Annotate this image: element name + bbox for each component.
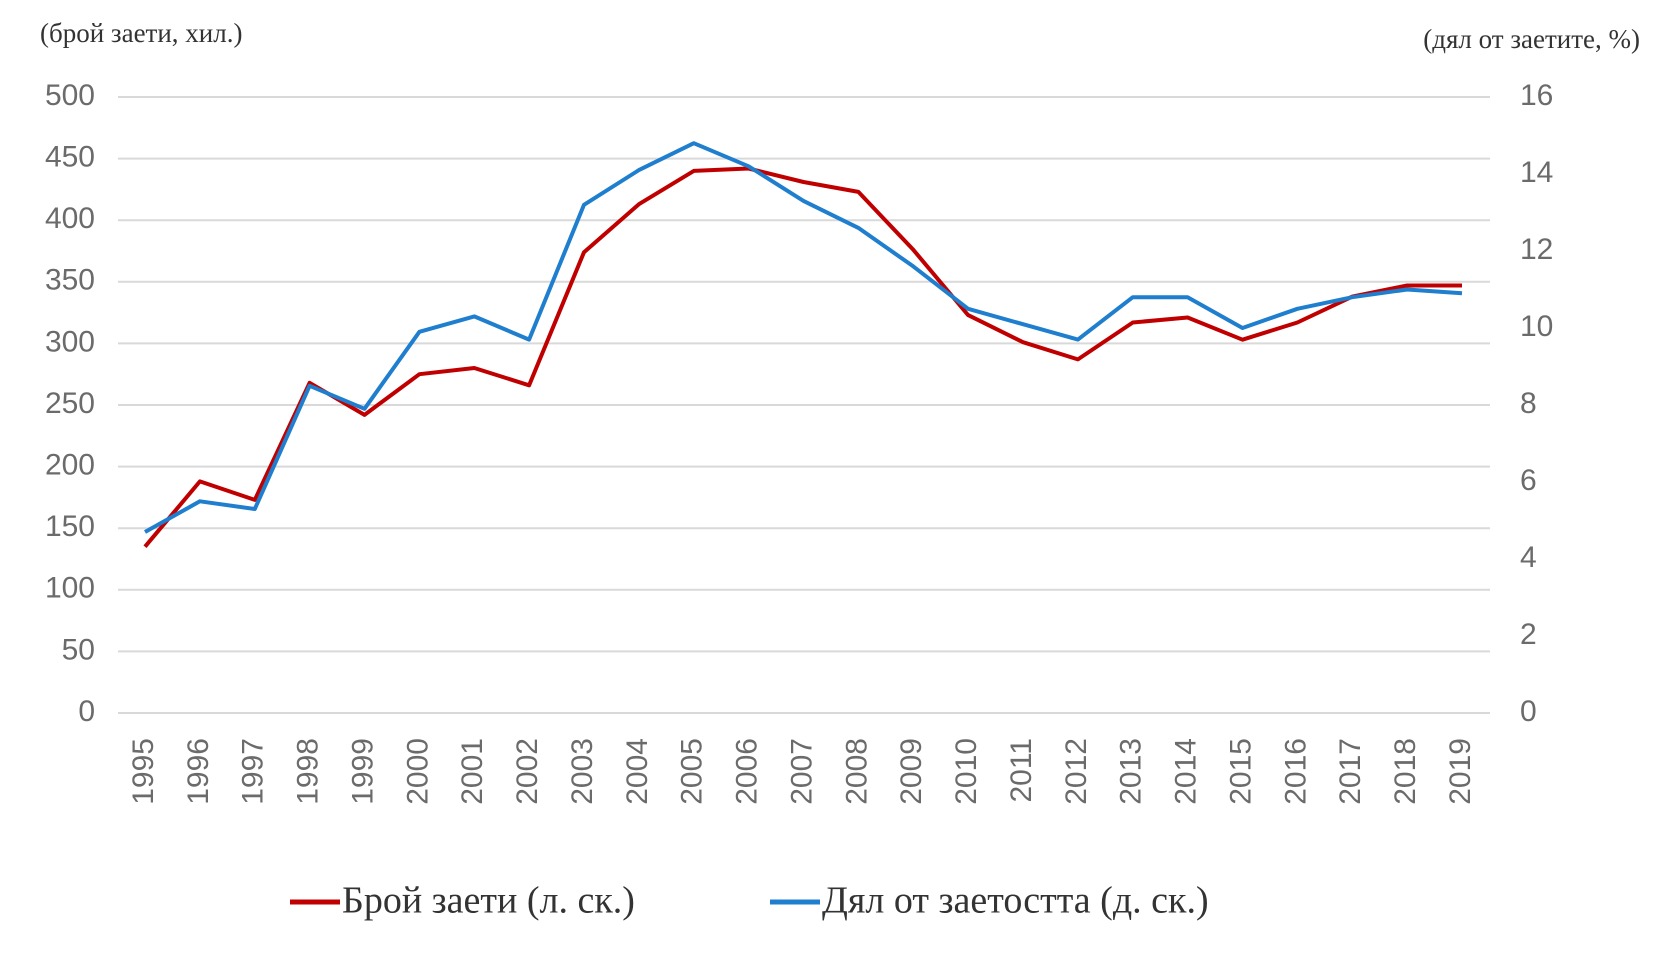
x-tick-label: 2007 (785, 738, 818, 805)
x-tick-label: 2015 (1224, 738, 1257, 805)
x-tick-label: 1996 (182, 738, 215, 805)
x-tick-label: 1999 (346, 738, 379, 805)
x-tick-label: 2000 (401, 738, 434, 805)
y-tick-label: 0 (78, 695, 95, 728)
y2-tick-label: 12 (1520, 233, 1553, 266)
x-tick-label: 2006 (731, 738, 764, 805)
x-tick-label: 2013 (1115, 738, 1148, 805)
x-tick-label: 2012 (1060, 738, 1093, 805)
x-tick-label: 1995 (127, 738, 160, 805)
y-tick-label: 50 (62, 633, 95, 666)
y-tick-label: 150 (45, 510, 95, 543)
y-axis-label: (брой заети, хил.) (40, 18, 242, 48)
y2-tick-label: 4 (1520, 541, 1537, 574)
y2-tick-label: 6 (1520, 464, 1537, 497)
x-tick-label: 2005 (676, 738, 709, 805)
x-tick-label: 2011 (1005, 738, 1038, 803)
series-line (143, 166, 1462, 548)
x-tick-label: 2003 (566, 738, 599, 805)
x-tick-label: 1998 (292, 738, 325, 805)
y-tick-label: 300 (45, 325, 95, 358)
x-tick-label: 1997 (237, 738, 270, 805)
y-tick-label: 350 (45, 264, 95, 297)
x-tick-label: 2008 (840, 738, 873, 805)
x-tick-label: 2004 (621, 738, 654, 805)
y2-tick-label: 16 (1520, 79, 1553, 112)
y-tick-label: 250 (45, 387, 95, 420)
x-tick-label: 2016 (1279, 738, 1312, 805)
y-tick-label: 100 (45, 572, 95, 605)
x-tick-label: 2014 (1170, 738, 1203, 805)
y2-axis-label: (дял от заетите, %) (1423, 24, 1640, 54)
y2-tick-label: 0 (1520, 695, 1537, 728)
x-tick-label: 2009 (895, 738, 928, 805)
y-tick-label: 400 (45, 202, 95, 235)
y-tick-label: 200 (45, 449, 95, 482)
y2-tick-label: 14 (1520, 156, 1553, 189)
x-tick-label: 2019 (1444, 738, 1477, 805)
legend-label: Брой заети (л. ск.) (342, 880, 635, 922)
series-line (144, 141, 1463, 534)
x-tick-label: 2001 (456, 738, 489, 805)
y2-tick-label: 8 (1520, 387, 1537, 420)
y2-tick-label: 2 (1520, 618, 1537, 651)
x-tick-label: 2002 (511, 738, 544, 805)
legend-label: Дял от заетостта (д. ск.) (822, 880, 1209, 922)
y-tick-label: 500 (45, 79, 95, 112)
x-tick-label: 2018 (1389, 738, 1422, 805)
y-tick-label: 450 (45, 141, 95, 174)
y2-tick-label: 10 (1520, 310, 1553, 343)
x-tick-label: 2017 (1334, 738, 1367, 805)
x-tick-label: 2010 (950, 738, 983, 805)
